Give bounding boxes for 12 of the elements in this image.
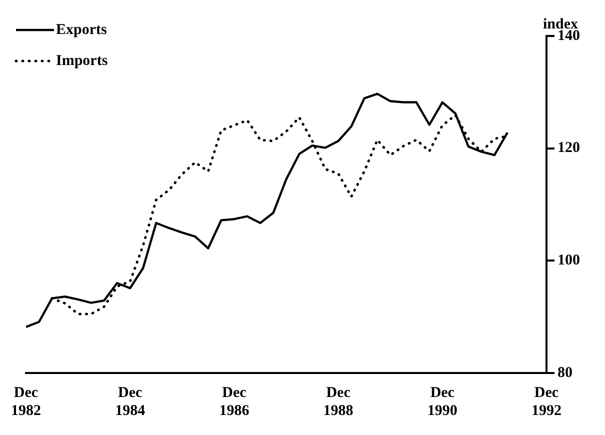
y-tick-label: 120 <box>558 140 580 156</box>
legend-label: Imports <box>56 52 108 69</box>
x-tick-label: Dec 1986 <box>219 384 250 419</box>
x-tick-label: Dec 1990 <box>427 384 458 419</box>
y-tick-label: 140 <box>558 28 580 44</box>
y-tick-label: 80 <box>558 364 572 381</box>
x-tick-label: Dec 1984 <box>115 384 146 419</box>
y-tick-label: 100 <box>558 252 580 269</box>
legend-label: Exports <box>56 22 107 38</box>
x-tick-label: Dec 1982 <box>11 384 41 419</box>
x-tick-label: Dec 1988 <box>323 384 354 419</box>
x-tick-label: Dec 1992 <box>532 384 562 419</box>
